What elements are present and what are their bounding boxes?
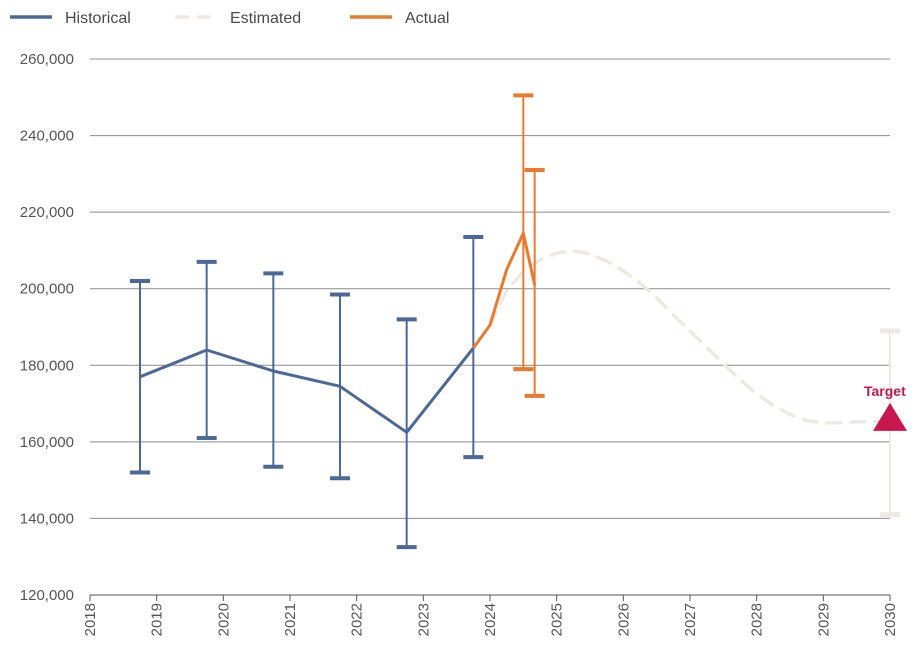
y-axis: 120,000 140,000 160,000 180,000 200,000 220,0… [20, 51, 74, 604]
legend: Historical Estimated Actual [10, 10, 449, 27]
legend-item-historical: Historical [10, 10, 131, 27]
target-label: Target [864, 383, 906, 399]
legend-label: Historical [65, 10, 131, 27]
y-tick-label: 140,000 [20, 510, 74, 527]
x-tick-label: 2021 [282, 603, 299, 636]
x-tick-label: 2022 [349, 603, 366, 636]
x-tick-label: 2028 [749, 603, 766, 636]
legend-label: Actual [405, 10, 449, 27]
legend-item-actual: Actual [350, 10, 449, 27]
legend-label: Estimated [230, 10, 301, 27]
series-actual-line [472, 231, 537, 349]
legend-item-estimated: Estimated [175, 10, 301, 27]
y-tick-label: 220,000 [20, 204, 74, 221]
y-tick-label: 160,000 [20, 434, 74, 451]
x-tick-label: 2024 [482, 603, 499, 636]
series-estimated-line [488, 249, 892, 425]
y-tick-label: 180,000 [20, 357, 74, 374]
x-tick-label: 2019 [149, 603, 166, 636]
x-tick-label: 2026 [615, 603, 632, 636]
annotations: Target [864, 383, 907, 431]
y-tick-label: 260,000 [20, 51, 74, 68]
series-historical-line [139, 347, 475, 434]
series-layer [130, 93, 900, 550]
x-tick-label: 2020 [215, 603, 232, 636]
x-tick-label: 2030 [882, 603, 899, 636]
x-tick-label: 2029 [815, 603, 832, 636]
target-marker [873, 402, 907, 431]
gridlines [90, 58, 890, 519]
y-tick-label: 240,000 [20, 128, 74, 145]
y-tick-label: 200,000 [20, 281, 74, 298]
x-tick-label: 2027 [682, 603, 699, 636]
x-tick-label: 2018 [82, 603, 99, 636]
x-axis: 2018 2019 2020 2021 2022 2023 2024 2025 2026 2027… [82, 594, 899, 636]
y-tick-label: 120,000 [20, 587, 74, 604]
x-tick-label: 2023 [415, 603, 432, 636]
x-tick-label: 2025 [549, 603, 566, 636]
